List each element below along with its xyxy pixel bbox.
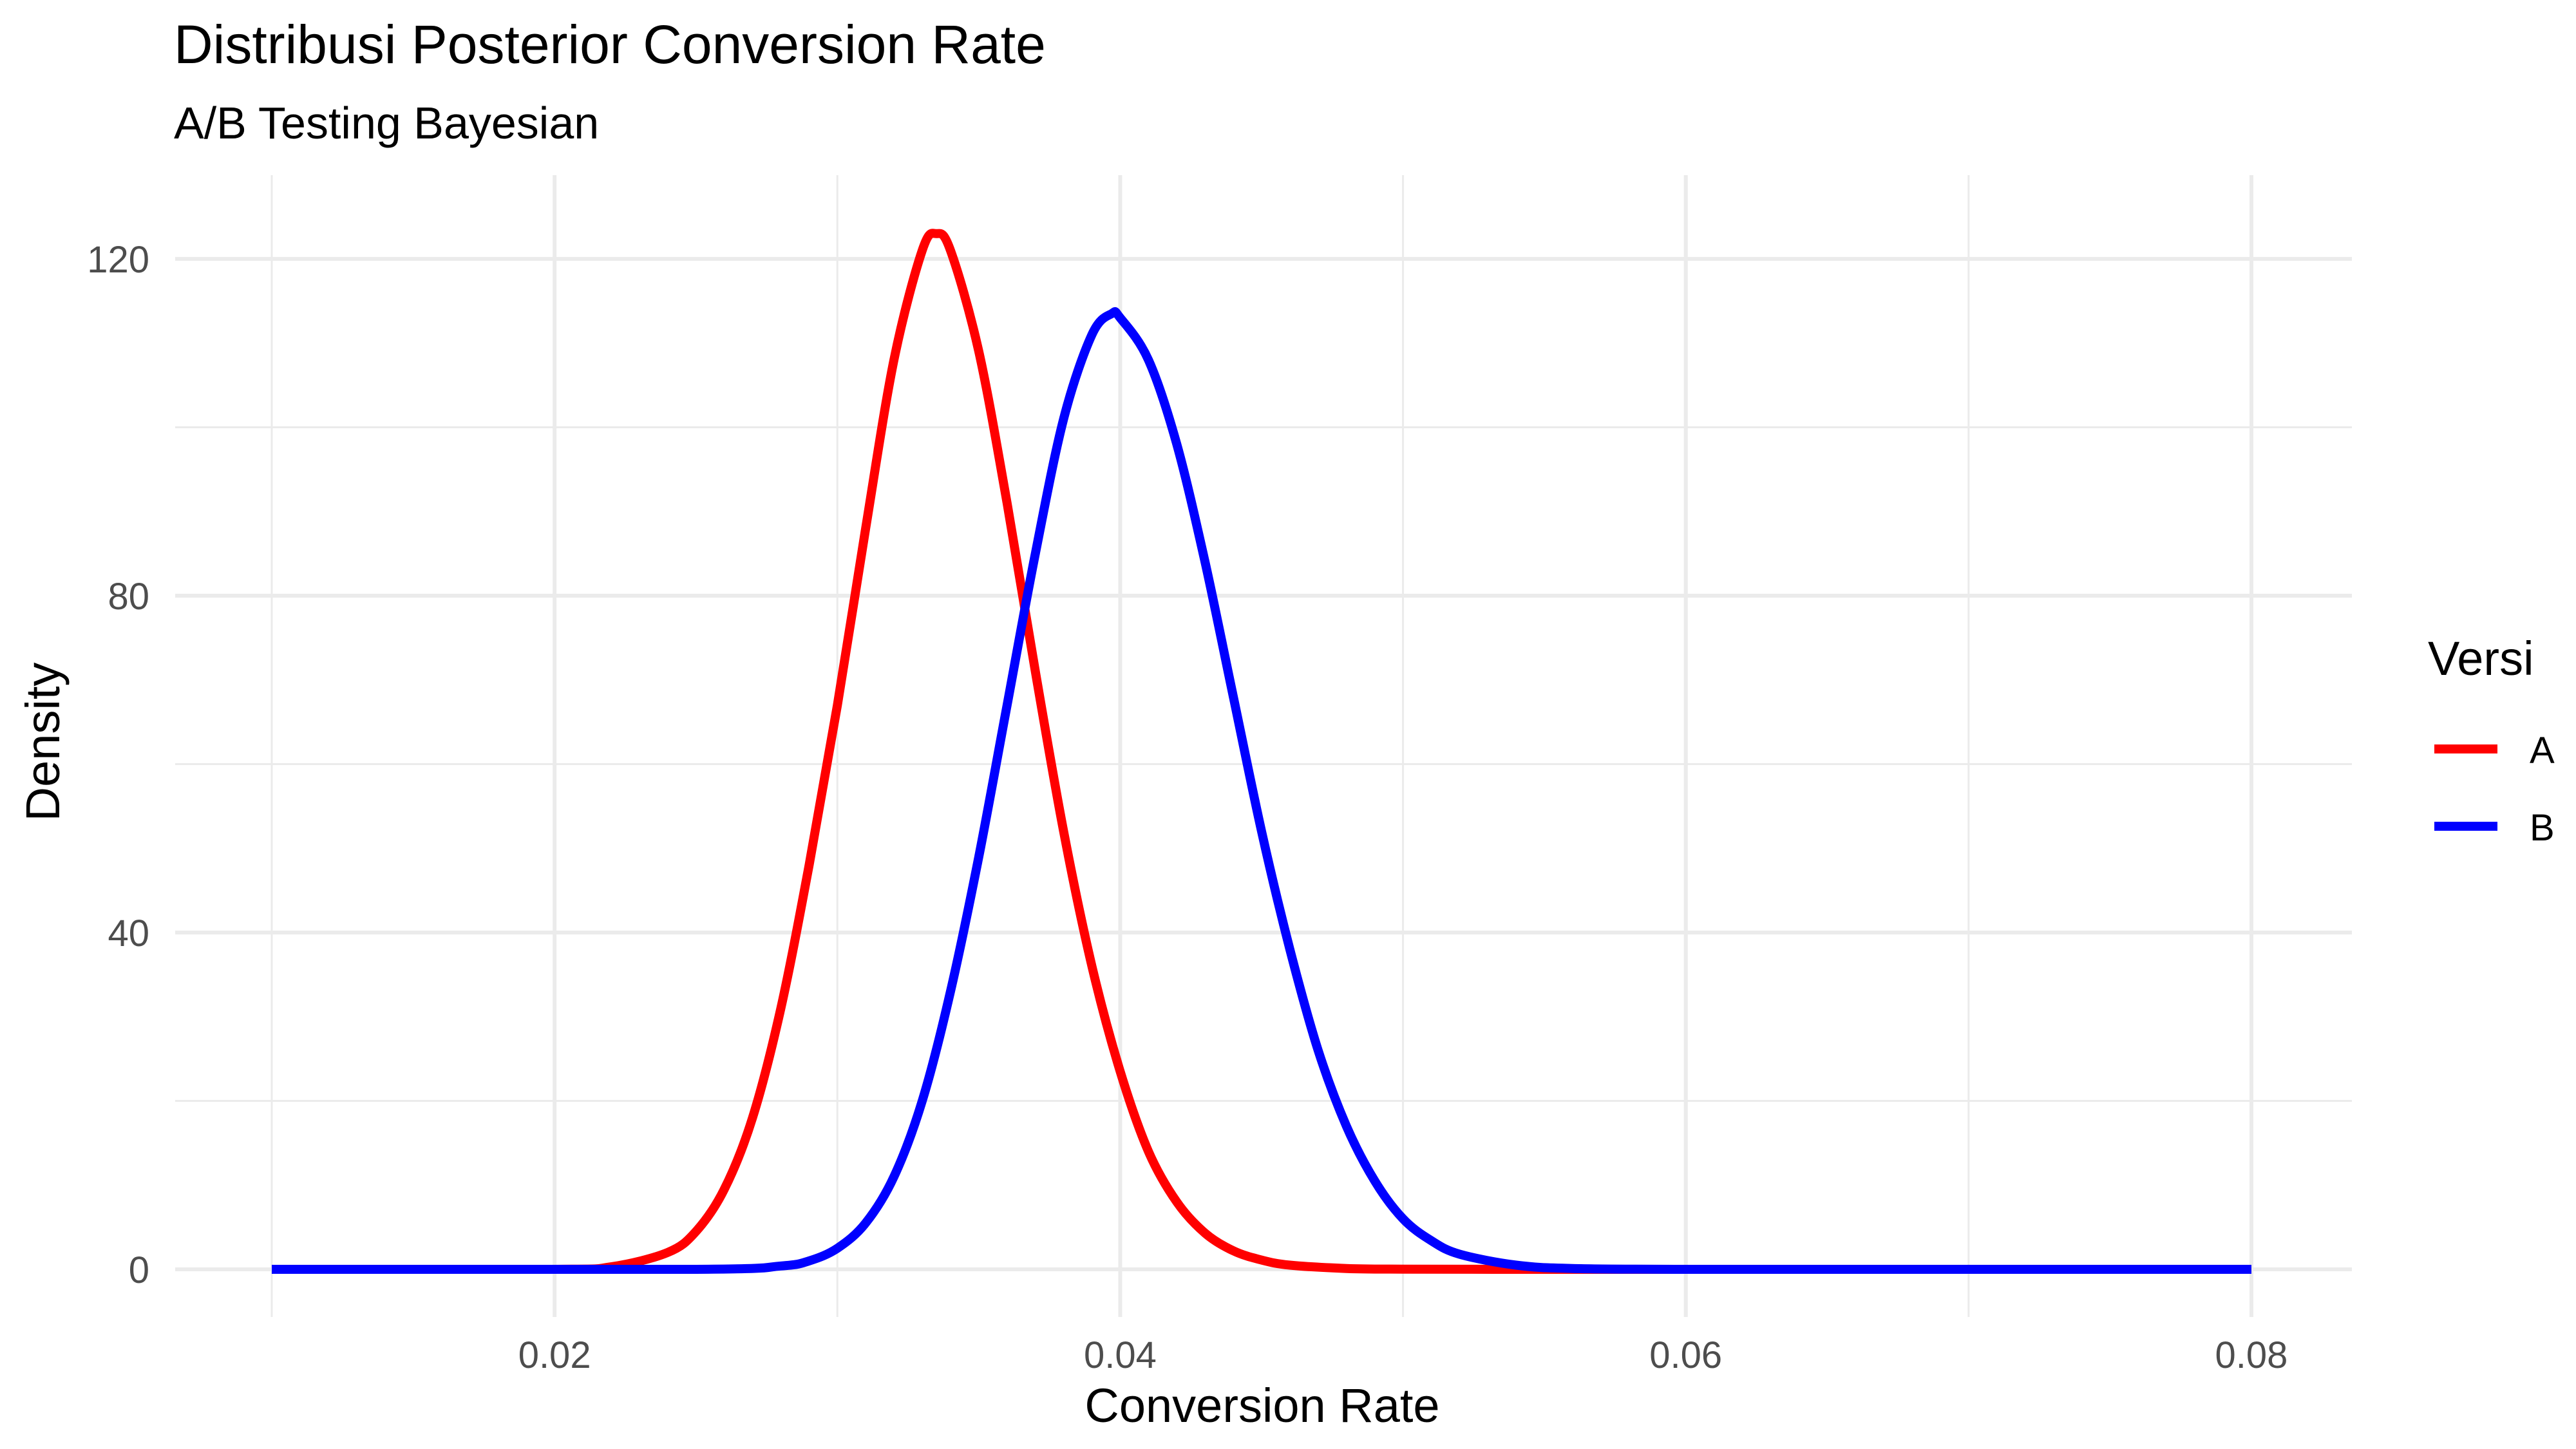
grid-minor xyxy=(175,175,2352,1317)
x-tick-label: 0.04 xyxy=(1084,1334,1157,1376)
x-tick-label: 0.08 xyxy=(2215,1334,2288,1376)
series-line-b xyxy=(271,307,2251,1274)
x-tick-label: 0.06 xyxy=(1649,1334,1722,1376)
legend: Versi AB xyxy=(2428,632,2555,849)
y-tick-label: 40 xyxy=(108,913,149,954)
series-lines xyxy=(271,229,2251,1274)
chart-title: Distribusi Posterior Conversion Rate xyxy=(174,14,1046,75)
y-tick-label: 0 xyxy=(129,1249,149,1291)
y-tick-labels: 0 40 80 120 xyxy=(87,239,149,1291)
legend-label-b: B xyxy=(2530,807,2555,849)
legend-title: Versi xyxy=(2428,632,2534,685)
legend-label-a: A xyxy=(2530,730,2555,772)
x-axis-title: Conversion Rate xyxy=(1084,1379,1439,1432)
y-tick-label: 80 xyxy=(108,576,149,618)
x-tick-label: 0.02 xyxy=(518,1334,591,1376)
x-tick-labels: 0.02 0.04 0.06 0.08 xyxy=(518,1334,2288,1376)
series-line-a xyxy=(271,229,2251,1274)
y-tick-label: 120 xyxy=(87,239,149,281)
chart-subtitle: A/B Testing Bayesian xyxy=(174,98,599,148)
y-axis-title: Density xyxy=(16,663,70,822)
